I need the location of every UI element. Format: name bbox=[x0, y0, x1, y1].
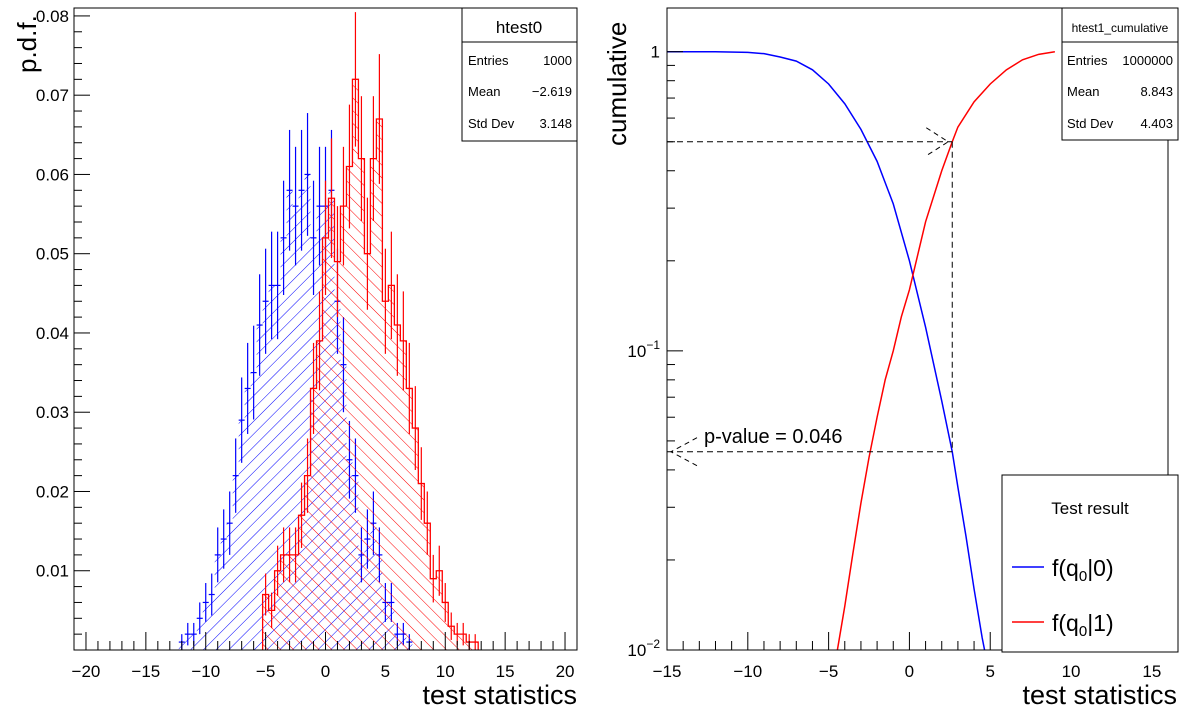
stats-entries-label: Entries bbox=[1067, 53, 1108, 68]
cumulative-plot-area bbox=[667, 50, 1055, 650]
stats-stddev-value: 3.148 bbox=[539, 116, 572, 131]
stats-stddev-label: Std Dev bbox=[1067, 116, 1114, 131]
pdf-x-axis: −20 −15 −10 −5 0 5 10 15 20 bbox=[72, 632, 575, 681]
legend-title: Test result bbox=[1051, 499, 1129, 518]
y-tick-label: 10−2 bbox=[627, 637, 660, 660]
cumulative-series-1 bbox=[836, 50, 1055, 650]
stats-mean-value: −2.619 bbox=[532, 84, 572, 99]
x-tick-label: 0 bbox=[905, 662, 914, 681]
stats-mean-value: 8.843 bbox=[1140, 84, 1173, 99]
pvalue-arrowhead bbox=[669, 437, 698, 467]
x-tick-label: 10 bbox=[436, 662, 455, 681]
legend-box: Test result f(q0|0) f(q0|1) bbox=[1001, 474, 1179, 653]
stats-box-title: htest1_cumulative bbox=[1072, 21, 1169, 35]
cumulative-y-axis: 1 10−1 10−2 bbox=[627, 43, 683, 660]
cumulative-x-axis-label: test statistics bbox=[1022, 680, 1177, 710]
legend-entry-alt: f(q0|1) bbox=[1052, 610, 1114, 640]
x-tick-label: −20 bbox=[72, 662, 101, 681]
x-tick-label: 15 bbox=[496, 662, 515, 681]
pdf-y-axis-label: p.d.f. bbox=[12, 15, 42, 73]
y-tick-label: 0.04 bbox=[36, 324, 69, 343]
stats-box-htest0: htest0 Entries 1000 Mean −2.619 Std Dev … bbox=[461, 7, 578, 142]
y-tick-label: 0.05 bbox=[36, 245, 69, 264]
x-tick-label: 0 bbox=[321, 662, 330, 681]
y-tick-label: 0.06 bbox=[36, 165, 69, 184]
stats-mean-label: Mean bbox=[468, 84, 501, 99]
stats-entries-label: Entries bbox=[468, 53, 509, 68]
x-tick-label: −5 bbox=[819, 662, 838, 681]
x-tick-label: −15 bbox=[653, 662, 682, 681]
x-tick-label: 20 bbox=[556, 662, 575, 681]
y-tick-label: 0.02 bbox=[36, 482, 69, 501]
x-tick-label: −5 bbox=[256, 662, 275, 681]
y-tick-label: 10−1 bbox=[627, 338, 660, 361]
pvalue-label: p-value = 0.046 bbox=[704, 426, 842, 448]
x-tick-label: 15 bbox=[1142, 662, 1161, 681]
pdf-y-axis: 0.01 0.02 0.03 0.04 0.05 0.06 0.07 0.08 bbox=[36, 7, 90, 635]
stats-box-title: htest0 bbox=[496, 18, 542, 37]
x-tick-label: −15 bbox=[131, 662, 160, 681]
pdf-histogram-panel: −20 −15 −10 −5 0 5 10 15 20 0.01 0.02 0.03 0.04 0.05… bbox=[12, 7, 578, 710]
stats-entries-value: 1000000 bbox=[1122, 53, 1173, 68]
pdf-plot-area bbox=[178, 12, 479, 651]
cumulative-y-axis-label: cumulative bbox=[602, 22, 632, 146]
legend-entry-null: f(q0|0) bbox=[1052, 555, 1114, 585]
stats-entries-value: 1000 bbox=[543, 53, 572, 68]
cumulative-panel: p-value = 0.046 −15 −10 −5 0 5 10 15 1 10−1 10−2… bbox=[602, 7, 1179, 710]
y-tick-label: 0.07 bbox=[36, 86, 69, 105]
y-tick-label: 1 bbox=[651, 43, 660, 62]
cumulative-series-0 bbox=[667, 50, 986, 650]
x-tick-label: 10 bbox=[1062, 662, 1081, 681]
stats-mean-label: Mean bbox=[1067, 84, 1100, 99]
x-tick-label: −10 bbox=[733, 662, 762, 681]
pvalue-annotation: p-value = 0.046 bbox=[667, 127, 953, 467]
y-tick-label: 0.03 bbox=[36, 403, 69, 422]
cumulative-plot-frame bbox=[666, 7, 1169, 651]
x-tick-label: 5 bbox=[381, 662, 390, 681]
stats-stddev-label: Std Dev bbox=[468, 116, 515, 131]
y-tick-label: 0.01 bbox=[36, 562, 69, 581]
stats-stddev-value: 4.403 bbox=[1140, 116, 1173, 131]
y-tick-label: 0.08 bbox=[36, 7, 69, 26]
pdf-x-axis-label: test statistics bbox=[422, 680, 577, 710]
series-1-area bbox=[262, 79, 479, 651]
stats-box-htest1-cumulative: htest1_cumulative Entries 1000000 Mean 8… bbox=[1061, 7, 1179, 141]
x-tick-label: 5 bbox=[985, 662, 994, 681]
x-tick-label: −10 bbox=[191, 662, 220, 681]
